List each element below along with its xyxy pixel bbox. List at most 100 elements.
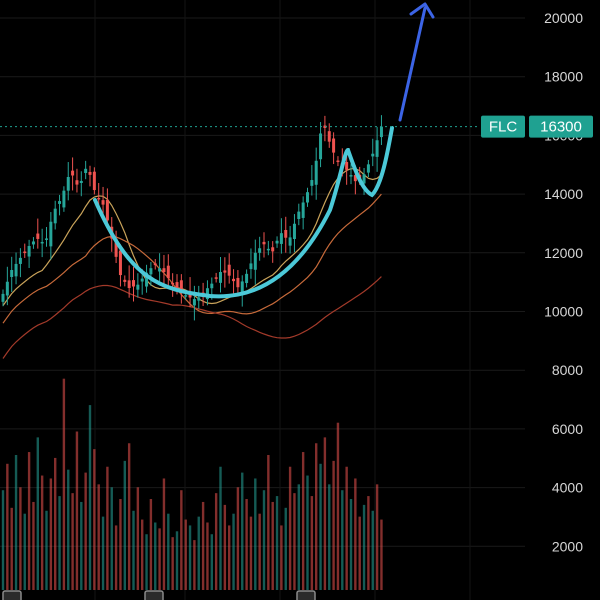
volume-bar: [184, 519, 187, 590]
y-tick-label: 12000: [544, 245, 583, 261]
candle-body: [323, 125, 327, 129]
candle-body: [205, 288, 209, 300]
volume-bar: [80, 501, 83, 590]
scroll-handle-right[interactable]: [296, 590, 316, 600]
volume-bar: [341, 490, 344, 590]
volume-bar: [136, 487, 140, 590]
volume-bar: [375, 484, 379, 590]
candle-body: [66, 176, 70, 191]
volume-bar: [180, 490, 183, 590]
candle-body: [292, 223, 296, 240]
volume-bar: [197, 516, 200, 590]
candle-body: [319, 133, 323, 160]
cup-and-handle-drawing: [93, 2, 435, 299]
ma-line-short: [2, 168, 382, 306]
volume-bar: [249, 516, 253, 590]
symbol-badge: [481, 115, 525, 138]
candle-body: [14, 263, 18, 277]
candle-body: [75, 180, 79, 185]
volume-bar: [293, 493, 296, 590]
candle-body: [262, 241, 266, 245]
volume-bar: [127, 443, 131, 590]
volume-bar: [36, 437, 39, 590]
volume-bar: [210, 534, 213, 590]
candle-body: [375, 140, 379, 157]
candle-body: [232, 278, 236, 282]
y-tick-label: 10000: [544, 304, 583, 320]
ma-line-long: [2, 276, 382, 359]
candle-body: [149, 268, 153, 275]
volume-bar: [6, 463, 9, 590]
candle-body: [327, 131, 331, 142]
volume-bar: [367, 496, 370, 590]
volume-bar: [206, 522, 209, 590]
volume-bar: [75, 431, 79, 590]
breakout-arrow-shaft: [398, 6, 427, 122]
volume-bar: [301, 452, 305, 590]
volume-bar: [297, 484, 300, 590]
volume-bar: [32, 501, 35, 590]
candle-body: [353, 175, 357, 182]
volume-bar: [288, 466, 292, 590]
volume-bar: [23, 513, 26, 590]
candle-body: [162, 268, 166, 273]
volume-bar: [271, 501, 274, 590]
volume-bar: [1, 490, 5, 590]
candle-body: [240, 281, 244, 296]
volume-bar: [141, 519, 144, 590]
volume-bar: [245, 499, 248, 590]
candle-body: [175, 282, 179, 289]
volume-bar: [284, 507, 287, 590]
candle-body: [62, 190, 66, 208]
volume-bar: [19, 487, 22, 590]
candle-body: [314, 160, 318, 185]
volume-bar: [354, 478, 357, 590]
candle-body: [297, 211, 301, 219]
volume-bar: [10, 507, 13, 590]
volume-bar: [275, 496, 279, 590]
volume-bar: [262, 490, 266, 590]
y-tick-label: 14000: [544, 186, 583, 202]
candle-body: [45, 238, 48, 240]
candle-body: [18, 257, 22, 264]
scroll-handle-middle[interactable]: [144, 590, 164, 600]
volume-bar: [114, 525, 118, 590]
price-badge: [529, 115, 593, 138]
candle-body: [101, 200, 105, 205]
volume-bar: [371, 510, 374, 590]
volume-bar: [119, 499, 122, 590]
volume-bar: [310, 496, 314, 590]
y-tick-label: 2000: [552, 538, 583, 554]
candle-body: [301, 202, 305, 218]
volume-bar: [336, 422, 340, 590]
volume-bar: [14, 454, 18, 590]
candle-body: [219, 272, 222, 283]
volume-bar: [362, 504, 366, 590]
volume-bar: [110, 487, 113, 590]
scroll-handle-left[interactable]: [2, 590, 22, 600]
ma-line-medium: [2, 193, 382, 324]
price-axis: 2000400060008000100001200014000160001800…: [544, 10, 583, 554]
last-price-badge: FLC 16300: [0, 115, 593, 138]
volume-bar: [228, 525, 231, 590]
volume-bar: [154, 522, 157, 590]
volume-bar: [188, 525, 192, 590]
candle-body: [245, 273, 249, 284]
symbol-label: FLC: [489, 119, 518, 136]
candle-body: [166, 265, 170, 279]
volume-bar: [132, 510, 135, 590]
candle-body: [58, 201, 62, 204]
volume-bar: [175, 531, 179, 590]
volume-bar: [345, 466, 348, 590]
candle-body: [158, 268, 162, 272]
volume-bar: [232, 513, 235, 590]
candle-body: [362, 174, 366, 184]
time-scrollbar[interactable]: [2, 590, 316, 600]
candle-body: [179, 280, 183, 293]
volume-bar: [71, 493, 74, 590]
volume-bar: [306, 475, 309, 590]
candle-body: [306, 192, 309, 203]
candle-body: [192, 299, 196, 306]
